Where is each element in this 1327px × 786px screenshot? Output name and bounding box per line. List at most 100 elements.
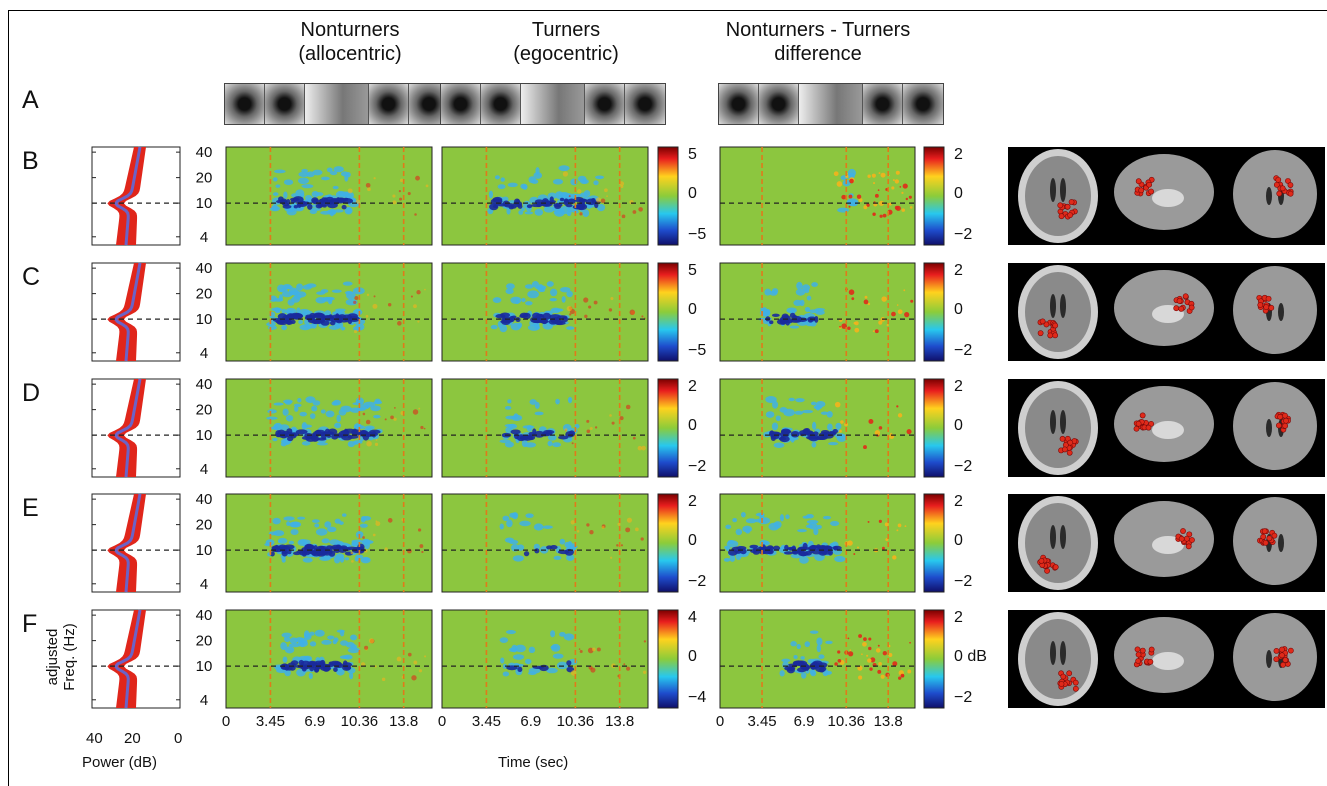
brain-ventricle — [1266, 419, 1272, 437]
sync-speckle — [586, 419, 590, 423]
desync-cluster — [350, 644, 357, 650]
desync-cluster — [814, 307, 826, 312]
desync-cluster — [311, 405, 318, 412]
desync-cluster — [272, 177, 278, 182]
desync-cluster — [505, 630, 516, 635]
desync-cluster — [566, 326, 575, 330]
sync-speckle — [851, 297, 855, 301]
sync-speckle — [867, 520, 870, 523]
desync-core — [334, 661, 341, 668]
desync-cluster — [797, 528, 807, 533]
desync-cluster — [324, 521, 332, 528]
desync-cluster — [278, 294, 283, 302]
sync-speckle — [838, 429, 842, 433]
sync-speckle — [579, 212, 583, 216]
sync-speckle — [895, 170, 900, 175]
sync-speckle — [420, 425, 424, 430]
desync-core — [290, 660, 299, 666]
heatmap-background — [719, 378, 916, 478]
sync-speckle — [858, 634, 863, 638]
sync-speckle — [413, 304, 417, 309]
desync-core — [309, 661, 315, 667]
time-tick-label: 0 — [716, 713, 724, 730]
desync-cluster — [741, 511, 746, 518]
desync-cluster — [298, 319, 303, 325]
desync-core — [563, 198, 569, 205]
desync-core — [533, 430, 545, 438]
sync-speckle — [864, 295, 868, 299]
heatmap-panel — [225, 146, 433, 246]
sync-speckle — [895, 205, 901, 211]
colorbar — [923, 609, 945, 709]
sync-speckle — [375, 520, 378, 523]
desync-cluster — [505, 288, 514, 295]
dipole-marker — [1058, 213, 1065, 220]
desync-core — [489, 203, 499, 211]
desync-cluster — [508, 423, 518, 430]
desync-cluster — [281, 308, 287, 314]
sync-speckle — [412, 409, 419, 415]
sync-speckle — [583, 297, 589, 303]
desync-cluster — [806, 295, 812, 301]
desync-cluster — [333, 209, 344, 213]
desync-cluster — [779, 407, 788, 413]
desync-cluster — [547, 192, 557, 200]
desync-cluster — [765, 411, 775, 418]
desync-cluster — [316, 291, 326, 295]
brain-coronal-slice — [1233, 382, 1317, 470]
desync-cluster — [283, 179, 294, 186]
desync-cluster — [802, 284, 811, 292]
column-header-difference: Nonturners - Turners difference — [688, 18, 948, 66]
stimulus-frame — [799, 84, 863, 124]
desync-cluster — [275, 666, 283, 671]
stimulus-frame — [305, 84, 369, 124]
dipole-marker — [1263, 304, 1270, 310]
desync-core — [371, 430, 377, 438]
dipole-marker — [1173, 305, 1180, 312]
desync-cluster — [511, 414, 523, 421]
desync-cluster — [302, 557, 313, 563]
desync-cluster — [344, 557, 350, 561]
desync-cluster — [553, 208, 565, 212]
desync-core — [314, 667, 320, 672]
desync-cluster — [340, 405, 352, 413]
sync-speckle — [594, 426, 598, 429]
sync-speckle — [424, 655, 427, 658]
sync-speckle — [874, 329, 879, 334]
desync-cluster — [593, 180, 599, 186]
sync-speckle — [861, 653, 863, 656]
sync-speckle — [417, 320, 420, 323]
desync-cluster — [296, 283, 304, 291]
desync-cluster — [275, 309, 281, 314]
sync-speckle — [372, 533, 376, 537]
sync-speckle — [901, 208, 906, 212]
desync-cluster — [525, 301, 533, 306]
dipole-marker — [1275, 176, 1282, 183]
desync-cluster — [299, 324, 311, 331]
desync-core — [558, 435, 569, 440]
desync-cluster — [801, 672, 807, 679]
dipole-marker — [1052, 564, 1059, 570]
desync-core — [783, 551, 794, 555]
desync-cluster — [560, 287, 571, 293]
desync-cluster — [297, 397, 302, 403]
desync-cluster — [561, 296, 566, 303]
desync-cluster — [360, 556, 371, 564]
freq-tick-label: 4 — [200, 692, 208, 709]
sync-speckle — [902, 183, 908, 189]
dipole-marker — [1276, 190, 1283, 197]
sync-speckle — [619, 416, 624, 421]
sync-speckle — [416, 290, 421, 295]
brain-ventricle — [1060, 178, 1066, 202]
desync-cluster — [325, 410, 335, 418]
desync-cluster — [336, 414, 341, 423]
sync-speckle — [637, 445, 643, 451]
desync-cluster — [547, 440, 553, 447]
desync-cluster — [314, 523, 320, 528]
heatmap-background — [441, 493, 649, 593]
sync-speckle — [596, 647, 601, 652]
sync-speckle — [900, 673, 905, 678]
desync-cluster — [506, 207, 511, 215]
desync-cluster — [524, 211, 534, 215]
colorbar — [657, 378, 679, 478]
